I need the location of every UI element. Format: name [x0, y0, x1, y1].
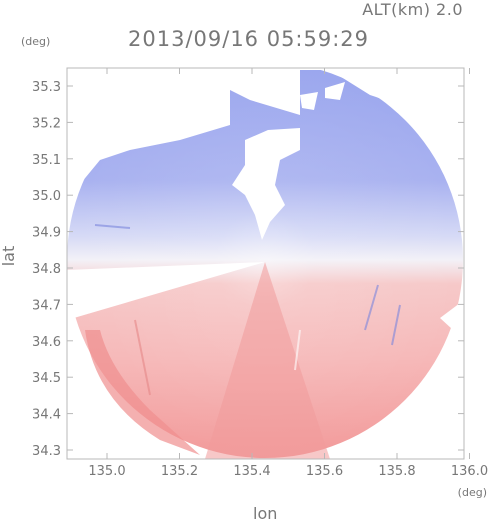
x-tick-label: 135.8 [378, 464, 415, 479]
x-tick-label: 135.0 [88, 464, 125, 479]
receding-core [205, 262, 330, 459]
y-tick-label: 35.0 [32, 189, 61, 204]
altitude-label: ALT(km) 2.0 [362, 0, 463, 19]
y-axis-label: lat [0, 245, 18, 267]
no-echo-patch [232, 128, 300, 240]
y-tick-label: 35.2 [32, 116, 61, 131]
x-axis: 135.0 135.2 135.4 135.6 135.8 136.0 [88, 68, 488, 479]
y-tick-label: 34.5 [32, 371, 61, 386]
no-echo-west [67, 262, 265, 320]
x-unit-label: (deg) [457, 486, 487, 499]
y-unit-label: (deg) [21, 35, 51, 48]
x-tick-label: 135.4 [233, 464, 270, 479]
x-tick-label: 135.2 [161, 464, 198, 479]
y-tick-label: 34.7 [32, 298, 61, 313]
timestamp: 2013/09/16 05:59:29 [128, 27, 370, 51]
x-tick-label: 135.6 [306, 464, 343, 479]
y-tick-label: 34.8 [32, 262, 61, 277]
y-axis: 35.3 35.2 35.1 35.0 34.9 34.8 34.7 34.6 34.5 34.4… [32, 80, 464, 459]
x-axis-label: lon [253, 504, 278, 523]
y-tick-label: 34.4 [32, 408, 61, 423]
y-tick-label: 34.6 [32, 335, 61, 350]
y-tick-label: 35.1 [32, 153, 61, 168]
y-tick-label: 34.9 [32, 226, 61, 241]
plot-frame [66, 67, 465, 460]
y-tick-label: 34.3 [32, 444, 61, 459]
y-tick-label: 35.3 [32, 80, 61, 95]
no-echo-north [67, 68, 464, 200]
x-tick-label: 136.0 [451, 464, 488, 479]
radar-field [67, 68, 464, 459]
